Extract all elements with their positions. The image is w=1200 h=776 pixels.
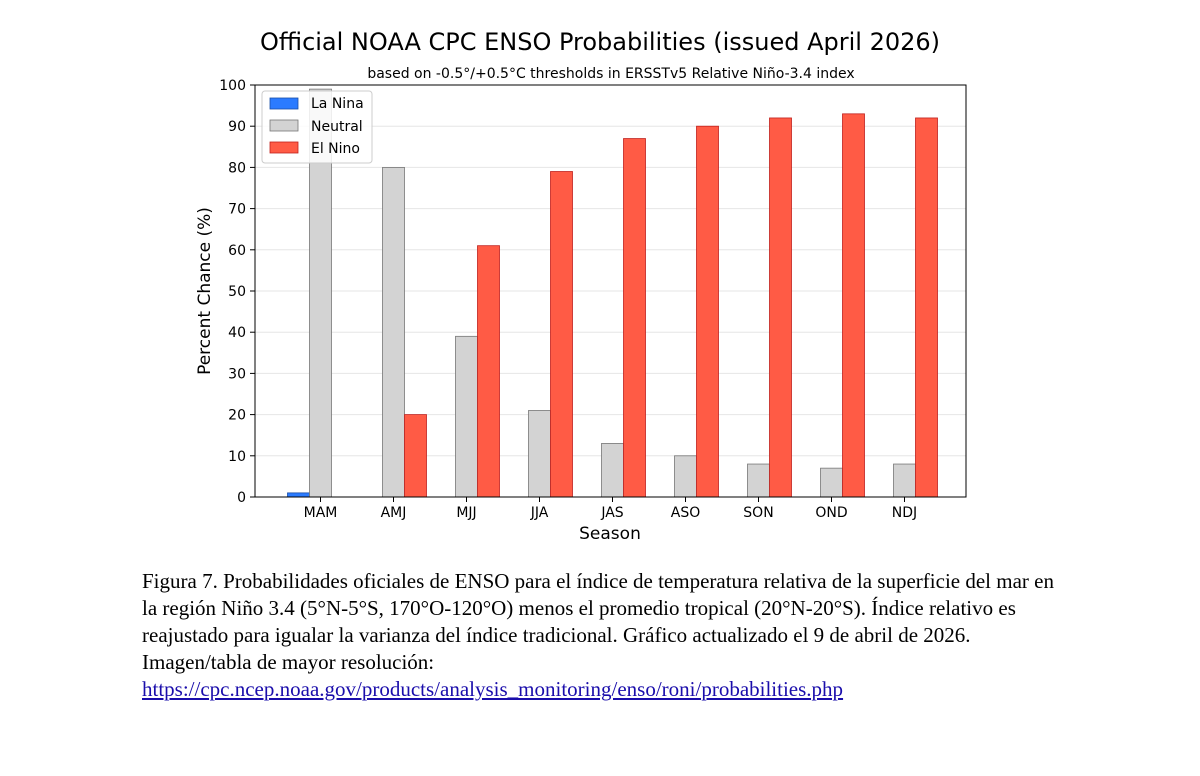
x-tick-label: MAM xyxy=(304,505,338,521)
bar-neutral-son xyxy=(747,463,770,498)
x-tick-label: ASO xyxy=(671,505,700,521)
legend: La Nina Neutral El Nino xyxy=(261,90,373,164)
y-tick-label: 30 xyxy=(228,366,246,382)
y-tick-label: 40 xyxy=(228,325,246,341)
x-tick-label: JAS xyxy=(600,505,623,521)
enso-probability-chart: Official NOAA CPC ENSO Probabilities (is… xyxy=(195,28,967,544)
figure-caption: Figura 7. Probabilidades oficiales de EN… xyxy=(142,568,1072,703)
x-tick-label: SON xyxy=(743,505,773,521)
y-tick-label: 70 xyxy=(228,202,246,218)
x-tick-label: NDJ xyxy=(892,505,917,521)
y-axis-ticks: 0 10 20 30 40 50 60 70 80 90 100 xyxy=(219,78,255,506)
x-tick-label: JJA xyxy=(530,505,549,521)
x-axis-label: Season xyxy=(579,524,641,544)
legend-label-neutral: Neutral xyxy=(311,119,363,135)
chart-subtitle: based on -0.5°/+0.5°C thresholds in ERSS… xyxy=(367,66,854,82)
legend-swatch-el-nino xyxy=(269,141,299,154)
bar-el-nino-ndj xyxy=(915,117,938,498)
y-tick-label: 100 xyxy=(219,78,246,94)
bar-neutral-jja xyxy=(528,410,551,498)
bar-neutral-mjj xyxy=(455,335,478,498)
bar-neutral-amj xyxy=(382,166,405,498)
legend-label-el-nino: El Nino xyxy=(311,141,360,157)
bar-el-nino-amj xyxy=(404,414,427,498)
bar-el-nino-mjj xyxy=(477,245,500,498)
bar-neutral-ndj xyxy=(893,463,916,498)
bar-neutral-aso xyxy=(674,455,697,498)
legend-swatch-neutral xyxy=(269,119,299,132)
legend-swatch-la-nina xyxy=(269,97,299,110)
x-tick-label: MJJ xyxy=(456,505,476,521)
y-tick-label: 60 xyxy=(228,243,246,259)
y-axis-label: Percent Chance (%) xyxy=(195,207,215,375)
legend-label-la-nina: La Nina xyxy=(311,96,364,112)
bar-neutral-jas xyxy=(601,443,624,498)
caption-text: Figura 7. Probabilidades oficiales de EN… xyxy=(142,569,1054,674)
bar-neutral-ond xyxy=(820,467,843,498)
chart-title: Official NOAA CPC ENSO Probabilities (is… xyxy=(260,28,940,56)
bar-el-nino-ond xyxy=(842,113,865,498)
y-tick-label: 90 xyxy=(228,119,246,135)
y-tick-label: 20 xyxy=(228,408,246,424)
bars xyxy=(287,88,938,498)
y-tick-label: 0 xyxy=(237,490,246,506)
x-axis-ticks: MAM AMJ MJJ JJA JAS ASO SON OND NDJ xyxy=(304,497,917,521)
enso-chart-figure: Official NOAA CPC ENSO Probabilities (is… xyxy=(195,28,967,544)
bar-el-nino-son xyxy=(769,117,792,498)
x-tick-label: AMJ xyxy=(381,505,407,521)
y-tick-label: 80 xyxy=(228,160,246,176)
bar-la-nina-mam xyxy=(287,492,310,498)
x-tick-label: OND xyxy=(815,505,847,521)
bar-el-nino-jja xyxy=(550,171,573,498)
resolution-link[interactable]: https://cpc.ncep.noaa.gov/products/analy… xyxy=(142,677,844,701)
y-tick-label: 50 xyxy=(228,284,246,300)
bar-el-nino-aso xyxy=(696,125,719,498)
bar-el-nino-jas xyxy=(623,138,646,498)
y-tick-label: 10 xyxy=(228,449,246,465)
